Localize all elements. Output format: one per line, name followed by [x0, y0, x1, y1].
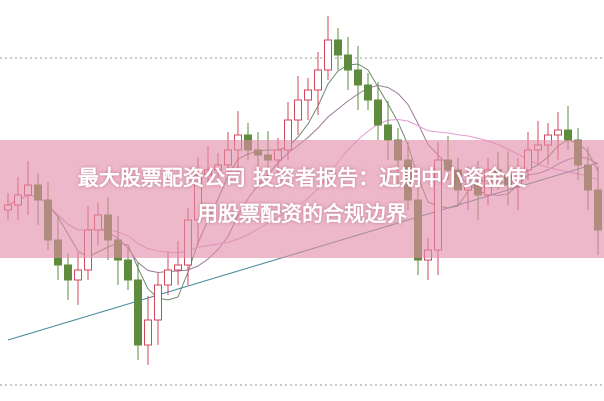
candle-up — [314, 69, 322, 91]
headline-line-1: 最大股票配资公司 投资者报告：近期中小资金使 — [77, 166, 527, 190]
candle-down — [384, 124, 392, 141]
candle-up — [74, 269, 82, 281]
candle-up — [294, 99, 302, 121]
candle-down — [344, 54, 352, 71]
candle-down — [364, 84, 372, 101]
title-banner — [0, 140, 604, 258]
candle-up — [304, 89, 312, 101]
candle-up — [554, 129, 562, 136]
headline-line-2: 用股票配资的合规边界 — [197, 202, 407, 226]
candle-down — [64, 264, 72, 281]
headline: 最大股票配资公司 投资者报告：近期中小资金使 用股票配资的合规边界 — [0, 160, 604, 232]
candle-up — [164, 269, 172, 286]
candle-up — [144, 319, 152, 346]
candle-up — [324, 39, 332, 71]
candle-down — [124, 259, 132, 281]
candle-down — [564, 129, 572, 141]
candle-up — [154, 284, 162, 321]
candle-down — [354, 69, 362, 86]
candle-down — [134, 279, 142, 346]
candle-down — [334, 39, 342, 56]
candle-down — [374, 99, 382, 126]
candle-up — [174, 264, 182, 271]
